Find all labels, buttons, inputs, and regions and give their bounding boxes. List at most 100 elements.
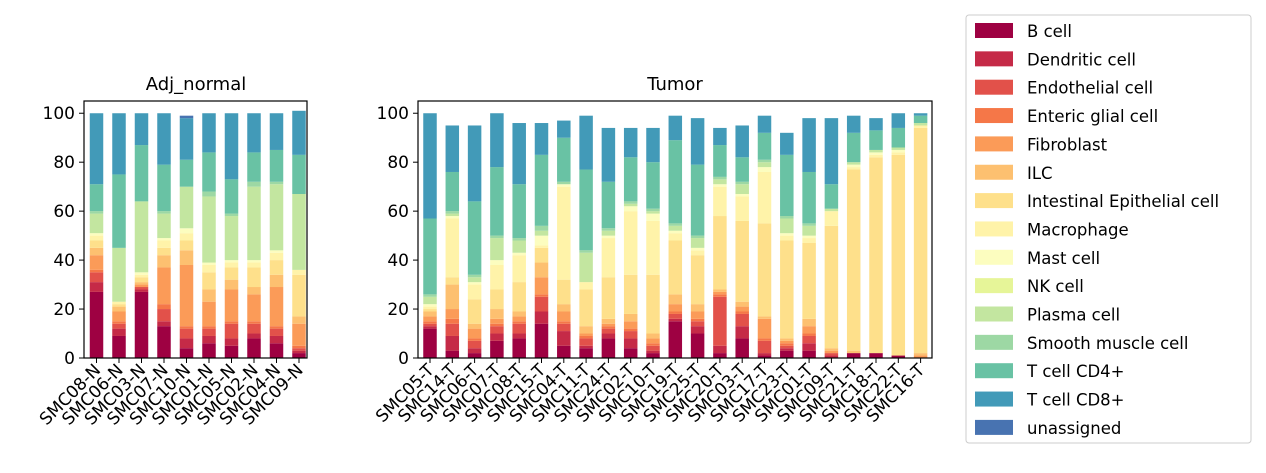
bar-segment-smc06-n-endothelial-cell (112, 323, 126, 329)
bar-segment-smc05-t-smooth-muscle-cell (423, 294, 437, 297)
bar-segment-smc14-t-t-cell-cd4 (445, 171, 460, 212)
bar-segment-smc02-n-t-cell-cd8 (247, 113, 261, 153)
bar-segment-smc03-n-endothelial-cell (134, 287, 149, 290)
bar-segment-smc03-t-t-cell-cd8 (735, 125, 749, 158)
bar-segment-smc07-t-fibroblast (490, 318, 504, 324)
bar-segment-smc21-t-b-cell (846, 353, 861, 358)
bar-segment-smc11-t-macrophage (579, 282, 593, 290)
bar-segment-smc01-n-macrophage (202, 264, 216, 273)
bar-segment-smc19-t-plasma-cell (668, 225, 683, 231)
bar-segment-smc05-n-plasma-cell (224, 216, 239, 261)
bar-segment-smc22-t-b-cell (891, 355, 906, 358)
bar-segment-smc08-t-fibroblast (512, 316, 526, 322)
bar-segment-smc25-t-mast-cell (690, 247, 705, 251)
legend-swatch-enteric-glial-cell (975, 108, 1013, 124)
legend-label-plasma-cell: Plasma cell (1027, 306, 1120, 325)
bar-segment-smc10-t-plasma-cell (646, 211, 660, 214)
bar-segment-smc02-t-ilc (623, 313, 638, 322)
bar-segment-smc06-t-fibroblast (467, 328, 482, 339)
bar-segment-smc03-t-smooth-muscle-cell (735, 181, 749, 185)
bar-segment-smc02-n-dendritic-cell (247, 333, 261, 339)
bar-segment-smc17-t-enteric-glial-cell (757, 338, 772, 341)
bar-segment-smc08-n-b-cell (89, 291, 104, 358)
bar-segment-smc10-n-endothelial-cell (179, 328, 194, 339)
bar-segment-smc06-t-smooth-muscle-cell (467, 274, 482, 278)
bar-segment-smc24-t-b-cell (601, 338, 616, 358)
bar-segment-smc23-t-b-cell (780, 350, 794, 358)
bar-segment-smc10-n-b-cell (179, 348, 194, 358)
bar-segment-smc07-t-ilc (490, 309, 504, 319)
legend-swatch-endothelial-cell (975, 79, 1013, 95)
bar-segment-smc03-t-enteric-glial-cell (735, 311, 749, 314)
y-tick-label-0: 0 (64, 349, 75, 369)
bar-segment-smc11-t-ilc (579, 326, 593, 334)
bar-segment-smc09-n-dendritic-cell (292, 350, 306, 354)
legend-label-endothelial-cell: Endothelial cell (1027, 79, 1153, 98)
bar-segment-smc14-t-intestinal-epithelial-cell (445, 277, 460, 285)
bar-segment-smc24-t-ilc (601, 318, 616, 324)
bar-segment-smc01-n-enteric-glial-cell (202, 326, 216, 329)
bar-segment-smc01-n-fibroblast (202, 301, 216, 327)
bar-segment-smc05-n-endothelial-cell (224, 323, 239, 339)
bar-segment-smc07-t-mast-cell (490, 260, 504, 265)
bar-segment-smc04-n-intestinal-epithelial-cell (269, 260, 284, 275)
bar-segment-smc06-t-b-cell (467, 353, 482, 358)
bar-segment-smc03-t-dendritic-cell (735, 326, 749, 339)
bar-segment-smc04-t-fibroblast (557, 311, 571, 322)
bar-segment-smc09-t-t-cell-cd4 (824, 184, 839, 209)
bar-segment-smc11-t-t-cell-cd8 (579, 115, 593, 170)
legend-label-intestinal-epithelial-cell: Intestinal Epithelial cell (1027, 192, 1219, 211)
bar-segment-smc02-n-plasma-cell (247, 186, 261, 261)
bar-segment-smc01-t-t-cell-cd8 (802, 118, 816, 172)
bar-segment-smc17-t-mast-cell (757, 167, 772, 172)
bar-segment-smc02-t-b-cell (623, 348, 638, 358)
bar-segment-smc05-t-intestinal-epithelial-cell (423, 309, 437, 312)
bar-segment-smc25-t-ilc (690, 304, 705, 312)
bar-segment-smc01-n-mast-cell (202, 262, 216, 265)
bar-segment-smc09-n-t-cell-cd4 (292, 154, 306, 195)
bar-segment-smc08-t-macrophage (512, 255, 526, 283)
bar-segment-smc06-t-dendritic-cell (467, 348, 482, 354)
legend-swatch-mast-cell (975, 249, 1013, 265)
bar-segment-smc09-n-enteric-glial-cell (292, 345, 306, 349)
bar-segment-smc05-t-macrophage (423, 306, 437, 310)
bar-segment-smc07-t-smooth-muscle-cell (490, 235, 504, 239)
bar-segment-smc04-n-t-cell-cd4 (269, 149, 284, 182)
bar-segment-smc01-n-t-cell-cd8 (202, 113, 216, 153)
bar-segment-smc15-t-macrophage (534, 245, 549, 248)
bar-segment-smc02-n-t-cell-cd4 (247, 152, 261, 182)
bar-segment-smc06-n-enteric-glial-cell (112, 321, 126, 324)
bar-segment-smc07-n-ilc (157, 255, 171, 268)
bar-segment-smc07-n-dendritic-cell (157, 321, 171, 327)
bar-segment-smc20-t-t-cell-cd8 (713, 127, 727, 146)
legend-swatch-nk-cell (975, 278, 1013, 294)
bar-segment-smc07-n-intestinal-epithelial-cell (157, 247, 171, 256)
bar-segment-smc02-n-enteric-glial-cell (247, 321, 261, 324)
bar-segment-smc19-t-b-cell (668, 321, 683, 358)
bar-segment-smc05-t-t-cell-cd4 (423, 218, 437, 295)
bar-segment-smc15-t-mast-cell (534, 235, 549, 246)
legend: B cell Dendritic cell Endothelial cell Ente… (965, 14, 1252, 444)
bar-segment-smc16-t-t-cell-cd8 (913, 113, 928, 116)
bar-segment-smc04-n-t-cell-cd8 (269, 113, 284, 150)
bar-segment-smc25-t-smooth-muscle-cell (690, 235, 705, 239)
bar-segment-smc25-t-b-cell (690, 333, 705, 358)
bar-segment-smc06-t-endothelial-cell (467, 340, 482, 349)
bar-segment-smc02-n-ilc (247, 287, 261, 295)
bar-segment-smc04-n-mast-cell (269, 250, 284, 253)
bar-segment-smc03-t-endothelial-cell (735, 313, 749, 327)
bar-segment-smc04-t-b-cell (557, 345, 571, 358)
bar-segment-smc24-t-enteric-glial-cell (601, 326, 616, 329)
bar-segment-smc11-t-fibroblast (579, 333, 593, 336)
bar-segment-smc19-t-smooth-muscle-cell (668, 223, 683, 226)
bar-segment-smc11-t-intestinal-epithelial-cell (579, 289, 593, 327)
bar-segment-smc08-t-enteric-glial-cell (512, 321, 526, 324)
panel-tumor: Tumor SMC05-TSMC14-TSMC06-TSMC07-TSMC08-… (372, 74, 933, 427)
bar-segment-smc02-t-plasma-cell (623, 203, 638, 207)
bar-segment-smc07-t-enteric-glial-cell (490, 323, 504, 327)
y-tick-label-60: 60 (387, 202, 409, 222)
bar-segment-smc21-t-ilc (846, 350, 861, 354)
legend-swatch-fibroblast (975, 136, 1013, 152)
bar-segment-smc01-n-smooth-muscle-cell (202, 191, 216, 197)
bar-segment-smc24-t-plasma-cell (601, 230, 616, 236)
